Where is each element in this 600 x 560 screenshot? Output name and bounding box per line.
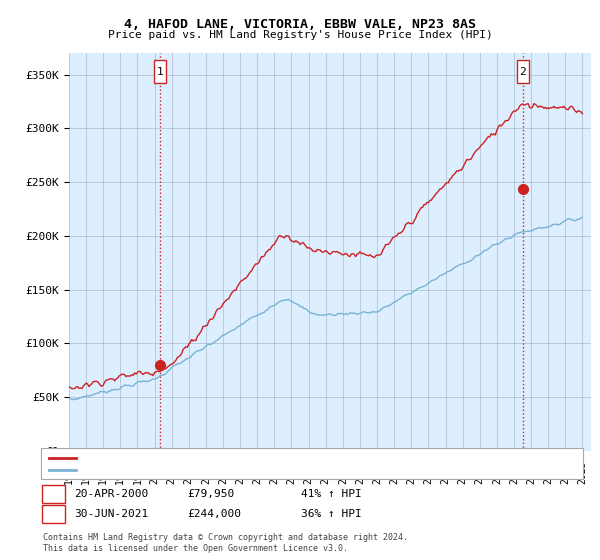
Text: 4, HAFOD LANE, VICTORIA, EBBW VALE, NP23 8AS (detached house): 4, HAFOD LANE, VICTORIA, EBBW VALE, NP23… bbox=[82, 452, 440, 463]
Text: 4, HAFOD LANE, VICTORIA, EBBW VALE, NP23 8AS: 4, HAFOD LANE, VICTORIA, EBBW VALE, NP23… bbox=[124, 18, 476, 31]
Bar bbox=[154, 60, 166, 83]
Text: £79,950: £79,950 bbox=[187, 489, 235, 499]
Text: 41% ↑ HPI: 41% ↑ HPI bbox=[301, 489, 362, 499]
Text: 30-JUN-2021: 30-JUN-2021 bbox=[74, 509, 149, 519]
Text: HPI: Average price, detached house, Blaenau Gwent: HPI: Average price, detached house, Blae… bbox=[82, 465, 370, 475]
Bar bbox=[517, 60, 529, 83]
Text: Price paid vs. HM Land Registry's House Price Index (HPI): Price paid vs. HM Land Registry's House … bbox=[107, 30, 493, 40]
Text: 2: 2 bbox=[519, 67, 526, 77]
Text: 1: 1 bbox=[50, 489, 57, 499]
Text: 36% ↑ HPI: 36% ↑ HPI bbox=[301, 509, 362, 519]
Text: 2: 2 bbox=[50, 509, 57, 519]
Text: 1: 1 bbox=[157, 67, 163, 77]
Text: £244,000: £244,000 bbox=[187, 509, 241, 519]
Text: 20-APR-2000: 20-APR-2000 bbox=[74, 489, 149, 499]
Text: Contains HM Land Registry data © Crown copyright and database right 2024.
This d: Contains HM Land Registry data © Crown c… bbox=[43, 533, 408, 553]
